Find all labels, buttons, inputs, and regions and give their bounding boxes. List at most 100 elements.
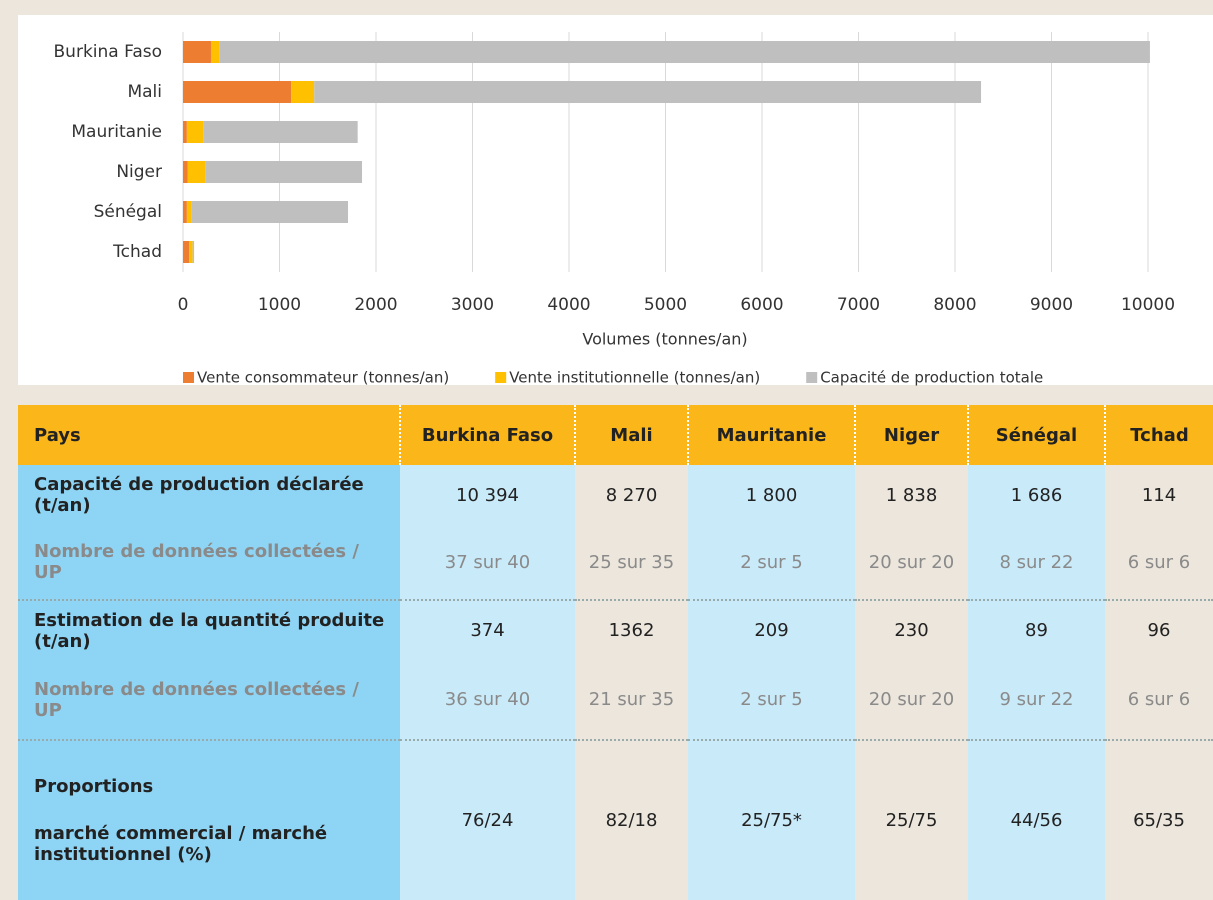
cell: 209	[688, 600, 855, 660]
y-tick-label: Mauritanie	[71, 122, 162, 142]
x-tick-label: 7000	[837, 295, 880, 315]
bar-segment	[183, 41, 211, 63]
row-label: Nombre de données collectées / UP	[18, 660, 400, 741]
legend-label: Capacité de production totale	[820, 369, 1043, 387]
bar-segment	[192, 241, 195, 263]
cell: 44/56	[968, 740, 1105, 900]
row-label: Estimation de la quantité produite (t/an…	[18, 600, 400, 660]
legend-label: Vente consommateur (tonnes/an)	[197, 369, 449, 387]
cell: 374	[400, 600, 575, 660]
header-row: Pays Burkina Faso Mali Mauritanie Niger Sénég…	[18, 405, 1213, 465]
cell: 2 sur 5	[688, 660, 855, 741]
y-tick-label: Sénégal	[94, 202, 162, 222]
x-tick-label: 6000	[740, 295, 783, 315]
cell: 8 sur 22	[968, 525, 1105, 601]
x-tick-label: 0	[178, 295, 189, 315]
bar-segment	[205, 161, 363, 183]
bar-segment	[183, 81, 292, 103]
cell: 1 838	[885, 484, 938, 506]
x-tick-label: 4000	[547, 295, 590, 315]
cell: 9 sur 22	[968, 660, 1105, 741]
x-tick-label: 8000	[933, 295, 976, 315]
header-cell: Sénégal	[967, 405, 1105, 465]
table-row: Capacité de production déclarée (t/an) 10…	[18, 465, 1213, 525]
row-label-text: Capacité de production déclarée (t/an)	[34, 474, 364, 516]
x-tick-label: 10000	[1121, 295, 1175, 315]
chart-panel	[18, 15, 1213, 385]
cell: 2 sur 5	[688, 525, 855, 601]
cell: 25 sur 35	[575, 525, 688, 601]
bar-segment	[183, 121, 187, 143]
cell: 20 sur 20	[855, 660, 968, 741]
cell: 1 686	[968, 465, 1105, 525]
bar-segment	[183, 201, 187, 223]
cell: 10 394	[400, 465, 575, 525]
cell: 6 sur 6	[1105, 525, 1213, 601]
row-label: Capacité de production déclarée (t/an)	[18, 465, 400, 525]
bar-segment	[203, 121, 358, 143]
header-cell: Burkina Faso	[399, 405, 575, 465]
cell: 76/24	[400, 740, 575, 900]
cell: 230	[894, 620, 929, 641]
chart: Volumes (tonnes/an) 0 1000 2000 3000 4000 500…	[18, 15, 1213, 387]
cell: 25/75	[885, 810, 938, 831]
bar-segment	[291, 81, 315, 103]
cell: 1 800	[688, 465, 855, 525]
bar-segment	[189, 241, 193, 263]
row-label: Proportions marché commercial / marché in…	[18, 740, 400, 900]
table-row: Estimation de la quantité produite (t/an…	[18, 600, 1213, 660]
legend-swatch	[495, 372, 507, 383]
header-cell: Niger	[854, 405, 968, 465]
bar-segment	[186, 121, 204, 143]
x-tick-label: 3000	[451, 295, 494, 315]
header-cell: Tchad	[1104, 405, 1213, 465]
bar-segment	[210, 41, 220, 63]
x-tick-label: 5000	[644, 295, 687, 315]
legend-swatch	[806, 372, 818, 383]
cell: 82/18	[605, 810, 658, 831]
y-tick-label: Tchad	[112, 242, 162, 262]
cell: 65/35	[1133, 810, 1185, 831]
bar-segment	[186, 201, 192, 223]
row-label-text: Estimation de la quantité produite (t/an…	[34, 609, 385, 652]
cell: 89	[968, 600, 1105, 660]
x-tick-label: 2000	[354, 295, 397, 315]
data-table: Pays Burkina Faso Mali Mauritanie Niger Sénég…	[18, 405, 1213, 900]
legend-label: Vente institutionnelle (tonnes/an)	[509, 369, 760, 387]
table-row: Proportions marché commercial / marché in…	[18, 740, 1213, 900]
row-label-text: Proportions	[34, 776, 154, 797]
row-label-text: Nombre de données collectées / UP	[34, 541, 359, 583]
row-label: Nombre de données collectées / UP	[18, 525, 400, 601]
table-row: Nombre de données collectées / UP 37 sur …	[18, 525, 1213, 601]
legend-swatch	[183, 372, 194, 383]
bar-segment	[314, 81, 982, 103]
y-tick-label: Niger	[116, 162, 162, 182]
bar-segment	[187, 161, 206, 183]
cell: 37 sur 40	[400, 525, 575, 601]
cell: 20 sur 20	[855, 525, 968, 601]
cell: 1362	[608, 620, 655, 641]
header-cell: Mali	[574, 405, 688, 465]
y-tick-label: Mali	[127, 82, 162, 102]
x-tick-label: 1000	[258, 295, 301, 315]
bar-segment	[183, 161, 188, 183]
row-note: marché commercial / marché institutionne…	[34, 823, 328, 865]
y-tick-label: Burkina Faso	[54, 42, 162, 62]
bar-segment	[191, 201, 349, 223]
cell: 25/75*	[688, 740, 855, 900]
x-axis-label: Volumes (tonnes/an)	[582, 330, 747, 349]
cell: 8 270	[605, 484, 658, 506]
table-row: Nombre de données collectées / UP 36 sur …	[18, 660, 1213, 741]
cell: 6 sur 6	[1105, 660, 1213, 741]
row-label-text: Nombre de données collectées / UP	[34, 678, 359, 721]
x-tick-label: 9000	[1030, 295, 1073, 315]
cell: 36 sur 40	[400, 660, 575, 741]
cell: 96	[1147, 620, 1171, 641]
bar-segment	[183, 241, 190, 263]
header-cell: Mauritanie	[687, 405, 855, 465]
header-cell: Pays	[18, 405, 400, 465]
bar-segment	[219, 41, 1150, 63]
cell: 21 sur 35	[575, 660, 688, 741]
cell: 114	[1141, 484, 1177, 506]
